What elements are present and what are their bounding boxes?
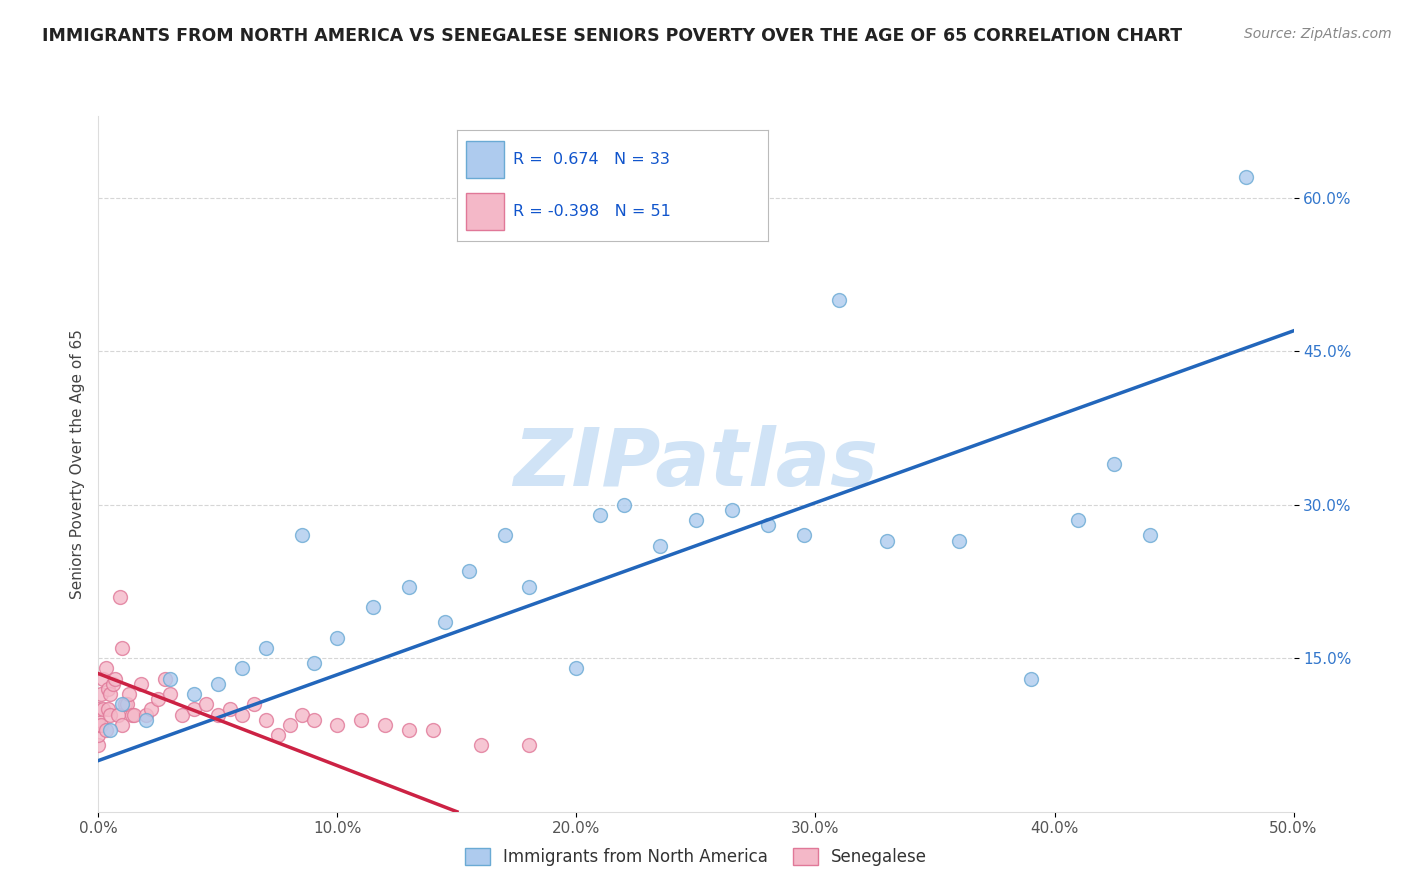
Point [243, 698, 266, 712]
Point [302, 657, 325, 671]
Point [433, 615, 456, 630]
Point [121, 707, 143, 722]
Point [254, 713, 277, 727]
Point [114, 698, 136, 712]
Point [231, 661, 253, 675]
Point [1102, 457, 1125, 471]
Point [108, 590, 131, 604]
Point [118, 687, 141, 701]
Point [648, 539, 672, 553]
Point [172, 707, 194, 722]
Point [94, 723, 117, 737]
Point [148, 692, 170, 706]
Point [756, 518, 779, 533]
Point [111, 640, 134, 655]
Legend: Immigrants from North America, Senegalese: Immigrants from North America, Senegales… [458, 841, 934, 873]
Point [135, 713, 157, 727]
Point [135, 707, 157, 722]
Point [87, 713, 110, 727]
Point [1067, 513, 1090, 527]
Point [104, 672, 127, 686]
Point [101, 677, 124, 691]
Point [155, 672, 177, 686]
Point [517, 738, 540, 752]
Point [98, 707, 122, 722]
Point [267, 728, 290, 742]
Point [290, 707, 312, 722]
Point [107, 707, 129, 722]
Point [159, 672, 181, 686]
Point [278, 717, 301, 731]
Text: Source: ZipAtlas.com: Source: ZipAtlas.com [1244, 27, 1392, 41]
Point [326, 717, 349, 731]
Point [1139, 528, 1161, 542]
Point [97, 702, 120, 716]
Point [470, 738, 492, 752]
Point [398, 723, 420, 737]
Point [97, 681, 120, 696]
Point [90, 687, 112, 701]
Point [458, 564, 481, 578]
Point [231, 707, 253, 722]
Point [219, 702, 242, 716]
Point [91, 672, 114, 686]
Point [159, 687, 181, 701]
Point [828, 293, 851, 307]
Point [350, 713, 373, 727]
Point [326, 631, 349, 645]
Text: IMMIGRANTS FROM NORTH AMERICA VS SENEGALESE SENIORS POVERTY OVER THE AGE OF 65 C: IMMIGRANTS FROM NORTH AMERICA VS SENEGAL… [42, 27, 1182, 45]
Y-axis label: Seniors Poverty Over the Age of 65: Seniors Poverty Over the Age of 65 [69, 329, 84, 599]
Point [1234, 170, 1257, 185]
Point [565, 661, 588, 675]
Point [494, 528, 516, 542]
Point [254, 640, 277, 655]
Point [589, 508, 612, 522]
Point [115, 698, 138, 712]
Point [1019, 672, 1042, 686]
Point [876, 533, 898, 548]
Point [183, 702, 205, 716]
Point [111, 717, 134, 731]
Point [87, 702, 110, 716]
Point [685, 513, 707, 527]
Point [139, 702, 162, 716]
Point [721, 503, 744, 517]
Point [87, 728, 110, 742]
Point [948, 533, 970, 548]
Point [374, 717, 396, 731]
Point [194, 698, 217, 712]
Point [422, 723, 444, 737]
Point [207, 677, 229, 691]
Point [517, 580, 540, 594]
Point [111, 698, 134, 712]
Point [290, 528, 312, 542]
Point [207, 707, 229, 722]
Point [131, 677, 153, 691]
Point [98, 723, 122, 737]
Point [183, 687, 205, 701]
Point [87, 717, 110, 731]
Point [793, 528, 815, 542]
Point [90, 717, 112, 731]
Point [124, 707, 146, 722]
Point [398, 580, 420, 594]
Point [91, 702, 114, 716]
Point [94, 661, 117, 675]
Point [363, 600, 385, 615]
Point [87, 738, 110, 752]
Point [98, 687, 122, 701]
Text: ZIPatlas: ZIPatlas [513, 425, 879, 503]
Point [302, 713, 325, 727]
Point [613, 498, 636, 512]
